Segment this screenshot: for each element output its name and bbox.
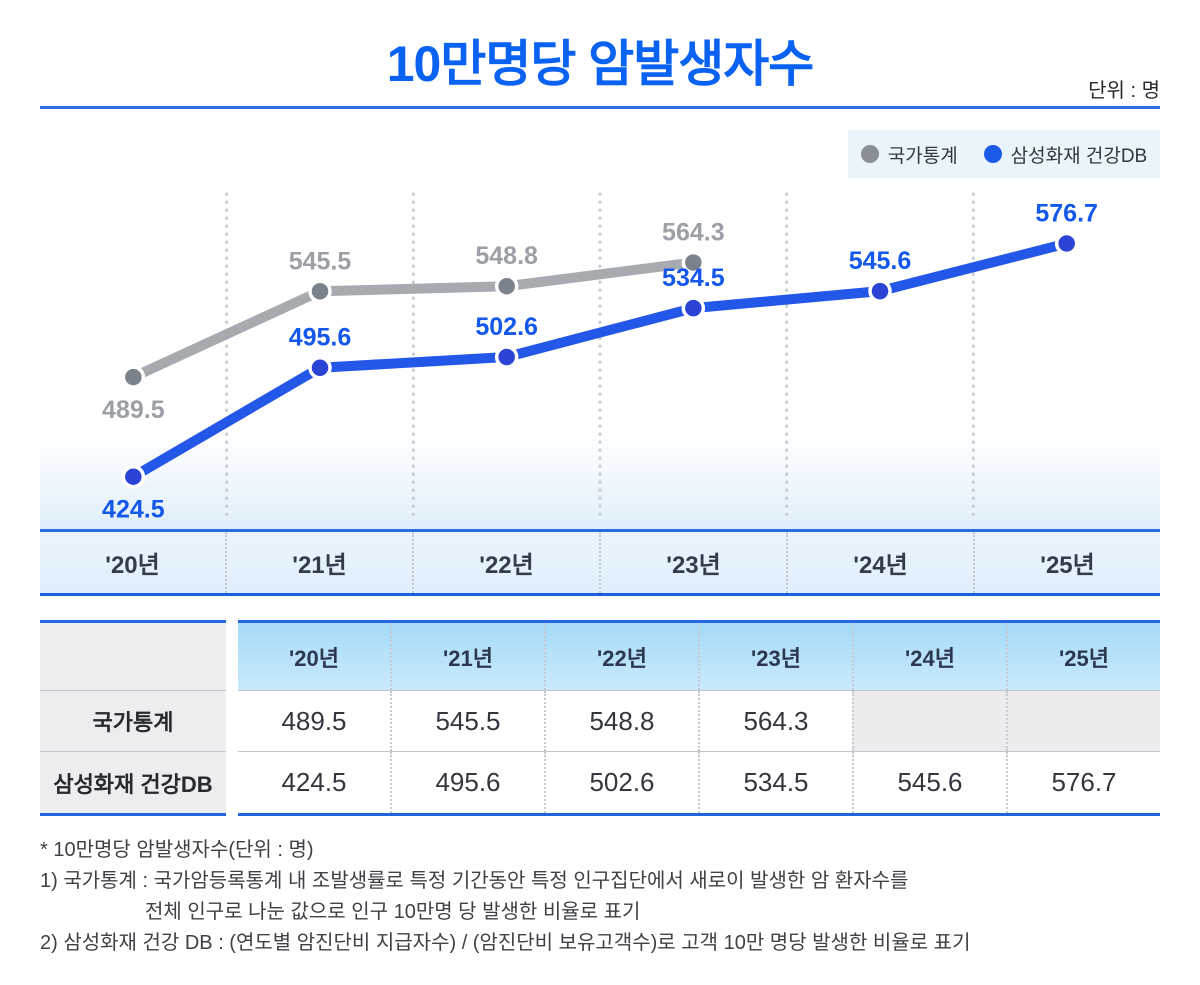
data-table: '20년 '21년 '22년 '23년 '24년 '25년 489.5 545.…	[238, 620, 1160, 816]
line-chart: 489.5 545.5 548.8 564.3 424.5 495.6 502.6 534.5…	[40, 180, 1160, 532]
table-row-label-national: 국가통계	[40, 690, 226, 751]
svg-text:564.3: 564.3	[662, 218, 725, 246]
svg-text:424.5: 424.5	[102, 496, 165, 524]
table-header-cell: '24년	[852, 623, 1006, 690]
x-axis-label: '24년	[786, 532, 973, 593]
svg-text:534.5: 534.5	[662, 264, 725, 292]
svg-text:576.7: 576.7	[1035, 199, 1098, 227]
table-header-cell: '21년	[390, 623, 544, 690]
chart-legend: 국가통계 삼성화재 건강DB	[848, 130, 1160, 178]
legend-dot-icon-national	[860, 145, 879, 163]
svg-text:502.6: 502.6	[475, 313, 538, 341]
footnote-line: 1) 국가통계 : 국가암등록통계 내 조발생률로 특정 기간동안 특정 인구집…	[40, 870, 909, 892]
table-row-national: 489.5 545.5 548.8 564.3	[238, 690, 1160, 751]
x-axis-label: '25년	[973, 532, 1160, 593]
svg-text:495.6: 495.6	[289, 324, 352, 352]
table-cell: 545.5	[390, 691, 544, 751]
table-corner-cell	[40, 623, 226, 690]
unit-label: 단위 : 명	[1088, 80, 1160, 102]
x-axis-label: '23년	[599, 532, 786, 593]
table-header-cell: '22년	[544, 623, 698, 690]
table-cell: 495.6	[390, 752, 544, 813]
table-cell: 424.5	[281, 767, 347, 797]
table-row-samsung: 424.5 495.6 502.6 534.5 545.6 576.7	[238, 751, 1160, 813]
table-header-cell: '25년	[1006, 623, 1160, 690]
line-chart-svg: 489.5 545.5 548.8 564.3 424.5 495.6 502.6 534.5…	[102, 192, 1098, 524]
legend-label-samsung: 삼성화재 건강DB	[1010, 145, 1148, 167]
table-cell: 545.6	[852, 752, 1006, 813]
legend-dot-icon-samsung	[983, 145, 1002, 163]
x-axis-band: '20년 '21년 '22년 '23년 '24년 '25년	[40, 529, 1160, 596]
table-cell: 489.5	[281, 705, 347, 736]
title-divider	[40, 106, 1160, 109]
footnotes: * 10만명당 암발생자수(단위 : 명) 1) 국가통계 : 국가암등록통계 …	[40, 835, 1160, 959]
footnote-line: 전체 인구로 나눈 값으로 인구 10만명 당 발생한 비율로 표기	[145, 901, 641, 923]
footnote-line: * 10만명당 암발생자수(단위 : 명)	[40, 839, 314, 861]
table-header-cell: '20년	[289, 645, 339, 671]
table-header-row: '20년 '21년 '22년 '23년 '24년 '25년	[238, 623, 1160, 690]
legend-label-national: 국가통계	[887, 145, 958, 167]
legend-item-national: 국가통계	[860, 141, 958, 168]
x-axis-label: '21년	[225, 532, 412, 593]
table-cell-empty	[852, 691, 1006, 751]
footnote-line: 2) 삼성화재 건강 DB : (연도별 암진단비 지급자수) / (암진단비 …	[40, 932, 971, 954]
table-cell: 534.5	[698, 752, 852, 813]
legend-item-samsung: 삼성화재 건강DB	[983, 141, 1148, 168]
table-header-cell: '23년	[698, 623, 852, 690]
svg-text:545.5: 545.5	[289, 247, 352, 275]
table-cell: 502.6	[544, 752, 698, 813]
table-row-label-samsung: 삼성화재 건강DB	[40, 751, 226, 813]
x-axis-label: '20년	[105, 552, 160, 579]
table-row-header-column: 국가통계 삼성화재 건강DB	[40, 620, 226, 816]
x-axis-label: '22년	[412, 532, 599, 593]
table-cell: 548.8	[544, 691, 698, 751]
table-cell: 564.3	[698, 691, 852, 751]
svg-text:548.8: 548.8	[475, 242, 538, 270]
svg-text:489.5: 489.5	[102, 396, 165, 424]
table-cell-empty	[1006, 691, 1160, 751]
svg-text:545.6: 545.6	[849, 247, 912, 275]
table-cell: 576.7	[1006, 752, 1160, 813]
page-title: 10만명당 암발생자수	[386, 36, 815, 92]
